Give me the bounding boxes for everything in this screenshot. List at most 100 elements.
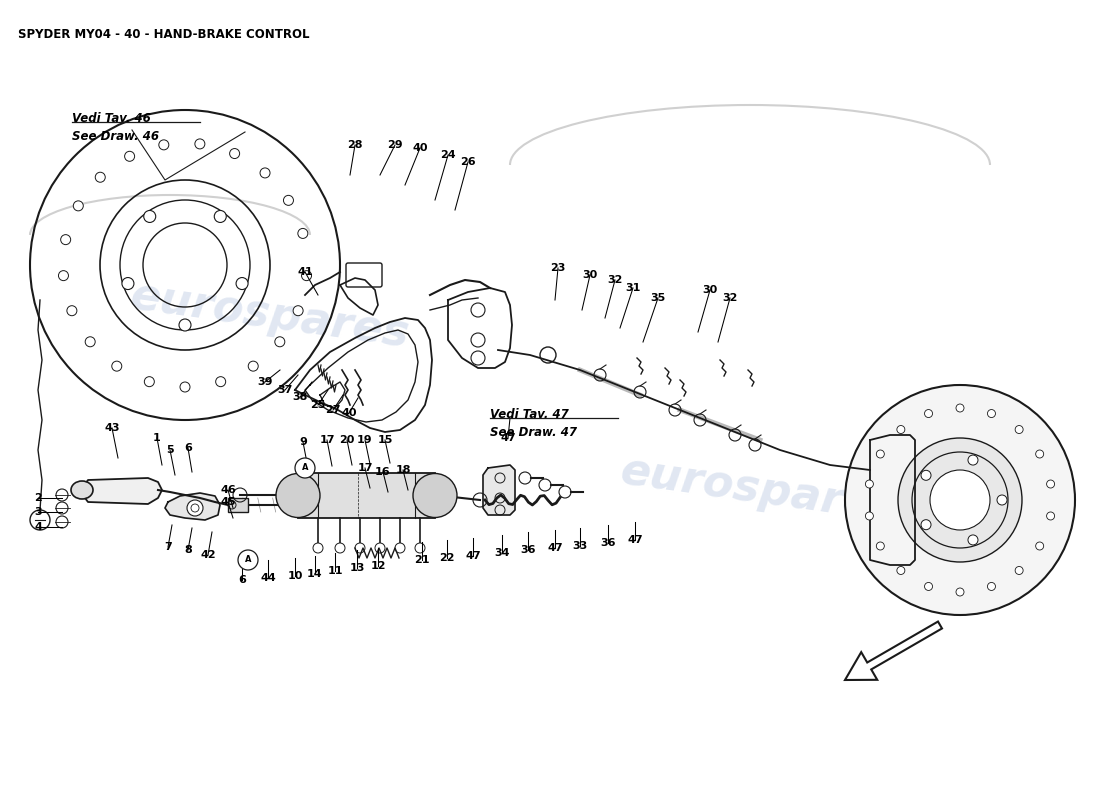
- Circle shape: [921, 520, 931, 530]
- Text: 9: 9: [299, 437, 307, 447]
- Circle shape: [1046, 480, 1055, 488]
- Text: 25: 25: [310, 400, 326, 410]
- Circle shape: [336, 543, 345, 553]
- Circle shape: [180, 382, 190, 392]
- Text: 29: 29: [387, 140, 403, 150]
- Text: 8: 8: [184, 545, 191, 555]
- Circle shape: [195, 139, 205, 149]
- Circle shape: [214, 210, 227, 222]
- Circle shape: [896, 566, 905, 574]
- Circle shape: [301, 270, 311, 281]
- Text: eurospares: eurospares: [618, 449, 902, 531]
- Circle shape: [412, 474, 456, 518]
- Text: 17: 17: [319, 435, 334, 445]
- Text: 13: 13: [350, 563, 365, 573]
- Text: 4: 4: [34, 522, 42, 532]
- Circle shape: [236, 278, 249, 290]
- Circle shape: [1015, 426, 1023, 434]
- Circle shape: [276, 474, 320, 518]
- Circle shape: [956, 588, 964, 596]
- Text: 6: 6: [184, 443, 191, 453]
- Text: 41: 41: [297, 267, 312, 277]
- Text: 17: 17: [358, 463, 373, 473]
- Text: 38: 38: [293, 392, 308, 402]
- Circle shape: [997, 495, 1006, 505]
- Polygon shape: [165, 493, 220, 520]
- Circle shape: [1015, 566, 1023, 574]
- Circle shape: [249, 361, 258, 371]
- Circle shape: [1046, 512, 1055, 520]
- Text: 35: 35: [650, 293, 666, 303]
- Circle shape: [298, 229, 308, 238]
- Text: 30: 30: [703, 285, 717, 295]
- Circle shape: [845, 385, 1075, 615]
- Circle shape: [85, 337, 96, 346]
- Circle shape: [124, 151, 134, 162]
- Bar: [228, 498, 248, 512]
- Circle shape: [295, 458, 315, 478]
- Text: 45: 45: [220, 497, 235, 507]
- Text: 5: 5: [166, 445, 174, 455]
- Circle shape: [58, 270, 68, 281]
- Circle shape: [293, 306, 304, 316]
- Text: eurospares: eurospares: [128, 274, 413, 356]
- Text: Vedi Tav. 46: Vedi Tav. 46: [72, 112, 151, 125]
- Polygon shape: [82, 478, 162, 504]
- Circle shape: [74, 201, 84, 211]
- Text: A: A: [244, 555, 251, 565]
- Circle shape: [144, 377, 154, 386]
- Circle shape: [122, 278, 134, 290]
- Circle shape: [877, 542, 884, 550]
- Circle shape: [60, 234, 70, 245]
- Text: 32: 32: [723, 293, 738, 303]
- Text: 37: 37: [277, 385, 293, 395]
- Circle shape: [877, 450, 884, 458]
- FancyArrow shape: [845, 622, 942, 680]
- Circle shape: [275, 337, 285, 346]
- Circle shape: [216, 377, 225, 386]
- Text: 15: 15: [377, 435, 393, 445]
- Text: Vedi Tav. 47: Vedi Tav. 47: [490, 408, 569, 421]
- Circle shape: [866, 512, 873, 520]
- Text: 32: 32: [607, 275, 623, 285]
- Text: 33: 33: [572, 541, 587, 551]
- Circle shape: [314, 543, 323, 553]
- Circle shape: [988, 410, 996, 418]
- Circle shape: [1036, 542, 1044, 550]
- Text: 47: 47: [465, 551, 481, 561]
- Text: 36: 36: [601, 538, 616, 548]
- Circle shape: [968, 455, 978, 465]
- Circle shape: [284, 195, 294, 206]
- Text: 47: 47: [627, 535, 642, 545]
- Circle shape: [921, 470, 931, 480]
- Circle shape: [230, 149, 240, 158]
- Circle shape: [238, 550, 258, 570]
- Text: 31: 31: [625, 283, 640, 293]
- Circle shape: [112, 361, 122, 371]
- Text: 21: 21: [415, 555, 430, 565]
- Text: 23: 23: [550, 263, 565, 273]
- Text: 42: 42: [200, 550, 216, 560]
- Text: 30: 30: [582, 270, 597, 280]
- Text: 16: 16: [375, 467, 390, 477]
- Text: 39: 39: [257, 377, 273, 387]
- Text: 26: 26: [460, 157, 476, 167]
- Circle shape: [1036, 450, 1044, 458]
- Circle shape: [924, 410, 933, 418]
- Circle shape: [968, 535, 978, 545]
- Text: See Draw. 47: See Draw. 47: [490, 426, 578, 439]
- Text: 14: 14: [307, 569, 322, 579]
- Text: 22: 22: [439, 553, 454, 563]
- Circle shape: [179, 319, 191, 331]
- Text: 7: 7: [164, 542, 172, 552]
- Circle shape: [924, 582, 933, 590]
- Circle shape: [988, 582, 996, 590]
- Circle shape: [866, 480, 873, 488]
- Text: 43: 43: [104, 423, 120, 433]
- Circle shape: [96, 172, 106, 182]
- Text: 34: 34: [494, 548, 509, 558]
- Text: 36: 36: [520, 545, 536, 555]
- Text: 40: 40: [341, 408, 356, 418]
- Circle shape: [930, 470, 990, 530]
- Text: 3: 3: [34, 507, 42, 517]
